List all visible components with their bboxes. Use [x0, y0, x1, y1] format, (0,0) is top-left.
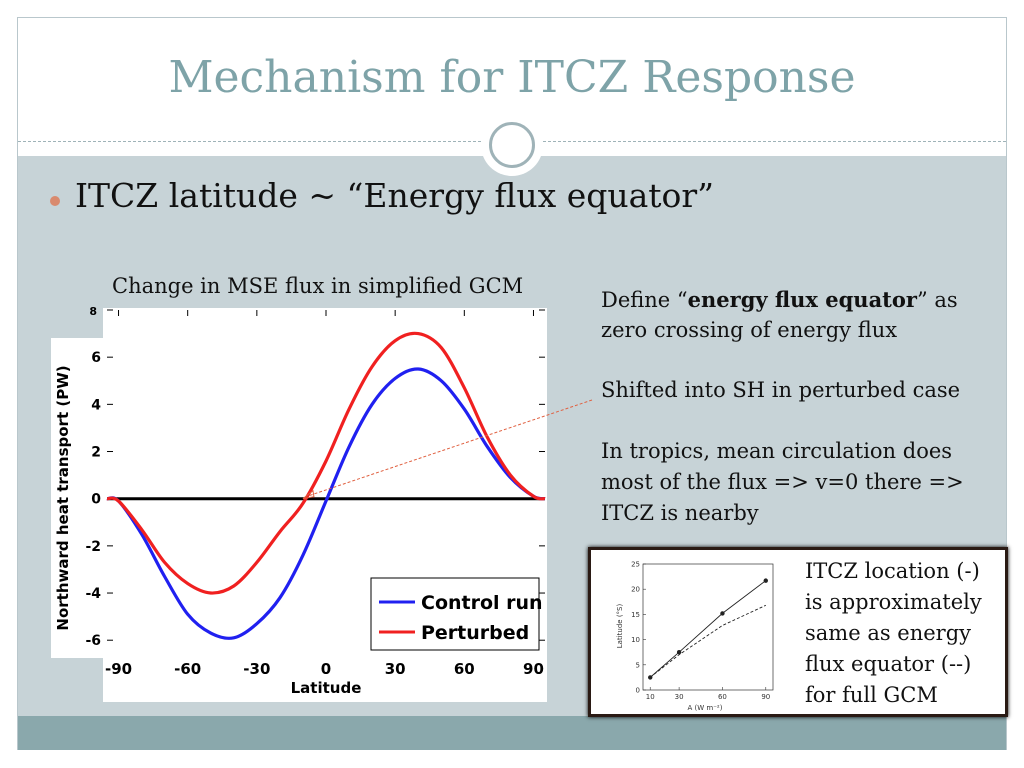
- chart-caption: Change in MSE flux in simplified GCM: [112, 274, 524, 298]
- inset-description: ITCZ location (-) is approximately same …: [805, 556, 1005, 711]
- y-tick-label: -4: [85, 586, 101, 602]
- inset-point: [676, 650, 682, 655]
- inset-y-tick-label: 15: [631, 611, 640, 619]
- x-axis-label: Latitude: [291, 679, 362, 697]
- define-prefix: Define “: [601, 288, 688, 312]
- inset-point: [720, 611, 725, 616]
- shifted-text: Shifted into SH in perturbed case: [601, 378, 961, 402]
- x-tick-label: 0: [321, 660, 331, 678]
- inset-axes: [642, 563, 774, 691]
- y-tick-label: 0: [91, 492, 101, 508]
- inset-x-label: A (W m⁻²): [688, 704, 723, 712]
- inset-x-tick-label: 30: [675, 693, 684, 701]
- inset-chart: Latitude (°S) A (W m⁻²) 0 5 10 15 20 25 10 30 60…: [615, 558, 781, 714]
- x-tick-label: -60: [174, 660, 201, 678]
- tropics-line-2: most of the flux => v=0 there =>: [601, 470, 964, 494]
- y-tick-label: -2: [85, 539, 101, 555]
- inset-x-tick-label: 10: [646, 693, 655, 701]
- inset-y-tick-label: 5: [636, 661, 640, 669]
- y-tick-label: 4: [91, 397, 101, 413]
- legend-label: Perturbed: [421, 622, 529, 644]
- inset-y-tick-label: 10: [631, 636, 640, 644]
- ring-icon: [489, 122, 535, 168]
- y-tick-label: 2: [91, 445, 101, 461]
- x-tick-label: -30: [243, 660, 270, 678]
- inset-x-tick-label: 60: [718, 693, 727, 701]
- inset-y-tick-label: 0: [636, 687, 640, 695]
- x-tick-label: 60: [454, 660, 475, 678]
- bullet-icon: [50, 196, 60, 206]
- define-line-2: zero crossing of energy flux: [601, 318, 898, 342]
- inset-y-tick-label: 20: [631, 586, 640, 594]
- tropics-line-1: In tropics, mean circulation does: [601, 439, 953, 463]
- y-tick-label: 8: [89, 305, 97, 318]
- tropics-line-3: ITCZ is nearby: [601, 501, 759, 525]
- inset-point: [763, 578, 768, 583]
- define-line-1: Define “energy flux equator” as: [601, 284, 958, 316]
- inset-line-2: is approximately: [805, 590, 982, 614]
- y-tick-label: 6: [91, 350, 101, 366]
- inset-y-label: Latitude (°S): [616, 604, 624, 649]
- inset-line-5: for full GCM: [805, 683, 938, 707]
- ylabel-panel: [51, 338, 103, 658]
- inset-line-1: ITCZ location (-): [805, 559, 980, 583]
- inset-line-4: flux equator (--): [805, 652, 972, 676]
- y-tick-label: -6: [85, 633, 101, 649]
- define-bold: energy flux equator: [687, 287, 917, 312]
- main-chart: Northward heat transport (PW) Latitude -…: [51, 305, 547, 702]
- legend-box: [370, 577, 540, 651]
- inset-x-tick-label: 90: [761, 693, 770, 701]
- inset-itcz-line: [649, 580, 767, 678]
- x-tick-label: -90: [105, 660, 132, 678]
- x-tick-label: 30: [385, 660, 406, 678]
- inset-y-tick-label: 25: [631, 561, 640, 569]
- slide-title: Mechanism for ITCZ Response: [168, 52, 856, 103]
- define-suffix: ” as: [916, 288, 958, 312]
- inset-line-3: same as energy: [805, 621, 972, 645]
- y-axis-label: Northward heat transport (PW): [54, 365, 72, 630]
- bullet-text: ITCZ latitude ~ “Energy flux equator”: [75, 176, 715, 215]
- x-tick-label: 90: [523, 660, 544, 678]
- inset-efe-line: [649, 604, 766, 678]
- legend-label: Control run: [421, 592, 543, 614]
- footer-bar: [18, 716, 1006, 750]
